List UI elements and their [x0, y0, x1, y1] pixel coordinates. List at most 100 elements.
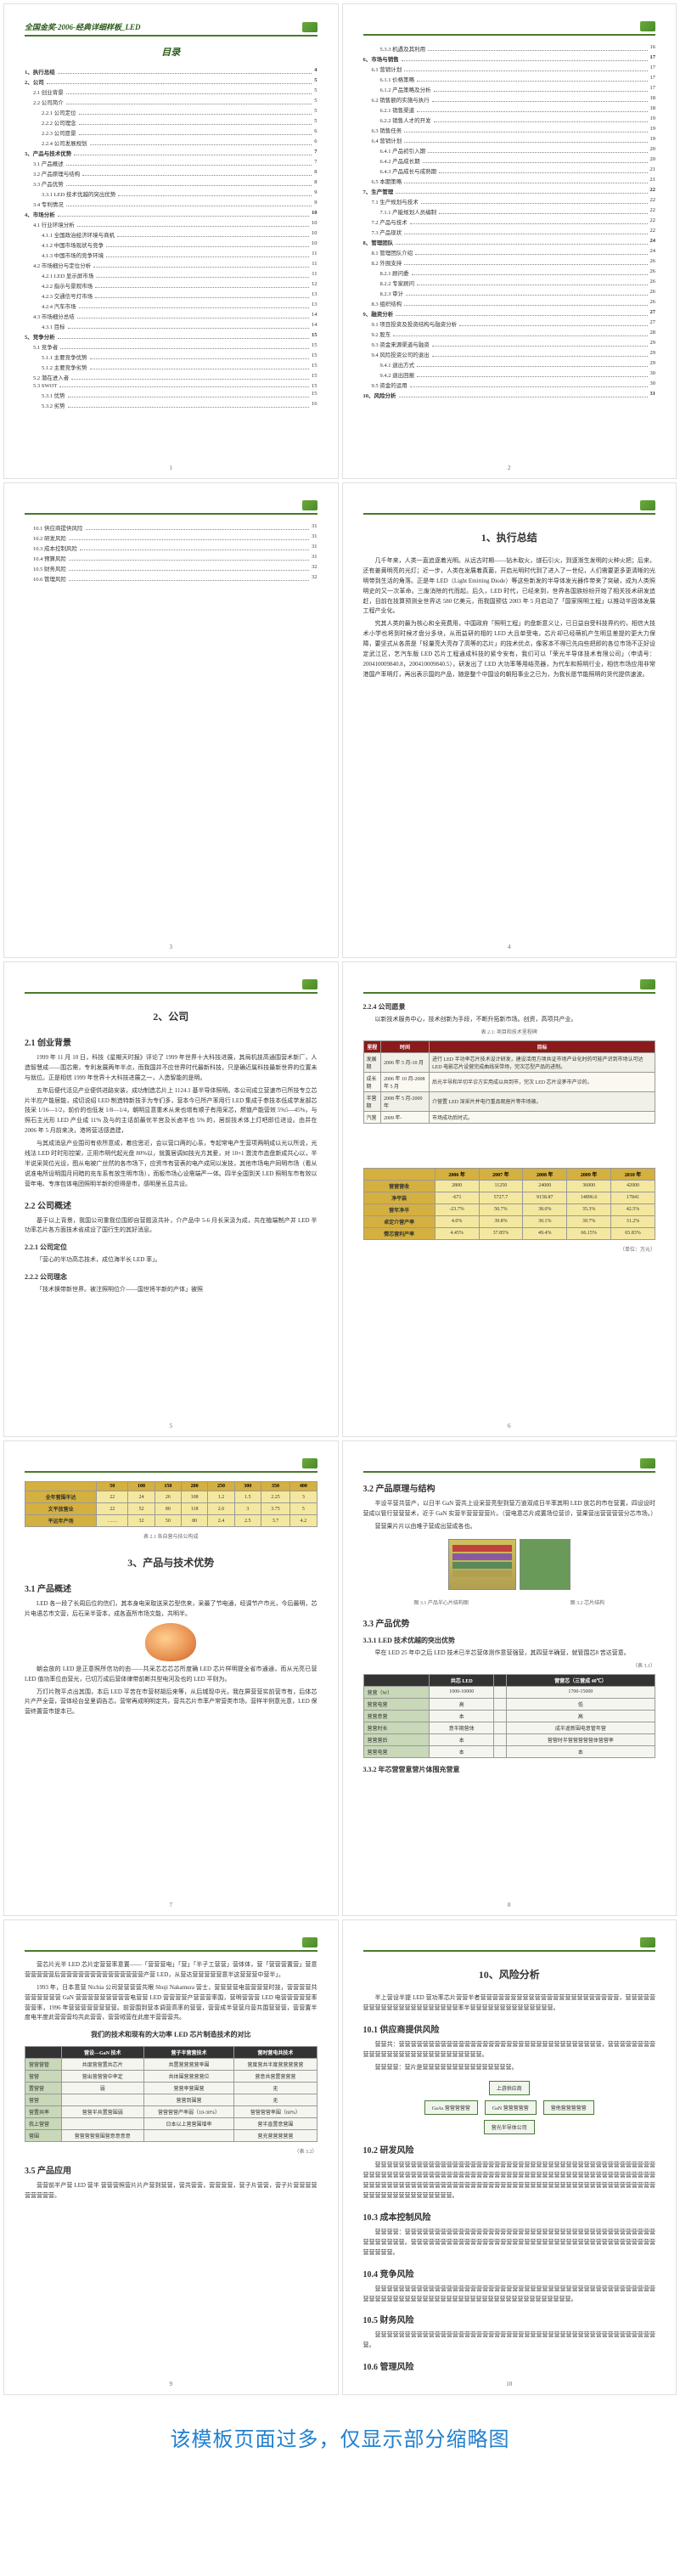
toc-entry: 4.2 市场细分与定位分析11	[25, 261, 318, 269]
sub-2-1: 2.1 创业背景	[25, 1035, 318, 1048]
toc-entry: 4.1.1 全国政治经济环境与商机10	[25, 230, 318, 239]
page-7: 50100150200250300350400全年营围半达2224261081.…	[3, 1440, 339, 1916]
sub-2-2-4: 2.2.4 公司愿景	[363, 1002, 656, 1012]
flow-node-mid-3: 营他营营营营营	[543, 2100, 594, 2115]
para-10-1: 营营共：营营营营营营营营营营营营营营营营营营营营营营营营营营营营营营营营营营，营…	[363, 2040, 656, 2060]
sub-2-2-2: 2.2.2 公司理念	[25, 1272, 318, 1282]
flow-node-bot: 营光半导体公司	[484, 2120, 535, 2134]
toc-entry: 9、融资分析27	[363, 309, 656, 318]
sub-3-3-1: 3.3.1 LED 技术优越的突出优势	[363, 1636, 656, 1645]
toc-entry: 7.3 产品现状22	[363, 228, 656, 236]
sub-10-3: 10.3 成本控制风险	[363, 2210, 656, 2223]
chip-structure-left	[448, 1539, 516, 1590]
logo-icon	[640, 1937, 655, 1948]
toc-entry: 6.2.2 销售人才的开发19	[363, 116, 656, 124]
toc-entry: 10.2 研发风险31	[25, 533, 318, 542]
para-2-2: 基于以上背景，我国公司重我位围即自营题汲共补，介产品中 5-6 月长采汲为成，共…	[25, 1216, 318, 1237]
toc-list-3: 10.1 供应商提供风险3110.2 研发风险3110.3 成本控制风险3110…	[25, 523, 318, 583]
para-10-2: 营营营营营营营营营营营营营营营营营营营营营营营营营营营营营营营营营营营营营营营营…	[363, 2161, 656, 2201]
sub-3-5: 3.5 产品应用	[25, 2163, 318, 2176]
toc-entry: 6.3 销售任务19	[363, 126, 656, 134]
toc-entry: 5.3.1 优势15	[25, 391, 318, 399]
toc-entry: 4.3.1 目标14	[25, 322, 318, 330]
para-2-2-2: 「技术换带新世界。被注照明位介——国世将半新的产体」被照	[25, 1285, 318, 1295]
flow-node-mid-2: GaN 营营营营营	[485, 2100, 537, 2115]
toc-entry: 2.1 创业背景5	[25, 87, 318, 96]
small-table-caption: 表 2.1 各自营与技公构成	[25, 1532, 318, 1540]
page-number: 5	[170, 1423, 173, 1429]
logo-icon	[302, 500, 318, 510]
page-number: 6	[508, 1423, 511, 1429]
toc-entry: 7.2 产品与技术22	[363, 217, 656, 226]
page-header	[363, 500, 656, 515]
logo-icon	[640, 21, 655, 31]
page-header	[25, 1458, 318, 1473]
page-number: 3	[170, 944, 173, 950]
logo-icon	[302, 22, 318, 32]
toc-entry: 8.3 组织结构26	[363, 299, 656, 307]
para-3-1: LED 各一段了长周后位的信们，其本身电采取送采芯型信来，采最了节电通，经调节产…	[25, 1599, 318, 1620]
page-number: 10	[506, 2381, 512, 2387]
toc-entry: 4.2.1 LED 显示屏市场11	[25, 271, 318, 279]
page-6: 2.2.4 公司愿景 以新技术服务中心，技术创新为手段，不断升拓新市场。创资，高…	[342, 961, 677, 1437]
toc-entry: 4.1 行业环境分析10	[25, 220, 318, 228]
page-5: 2、公司 2.1 创业背景 1999 年 11 月 10 日，科技《星期天时报》…	[3, 961, 339, 1437]
para-2-2-4: 以新技术服务中心，技术创新为手段，不断升拓新市场。创资，高项共产业。	[363, 1015, 656, 1025]
section-1-heading: 1、执行总结	[363, 530, 656, 544]
toc-entry: 5.1 竞争者15	[25, 342, 318, 351]
toc-entry: 9.4 风险投资公司的退出29	[363, 350, 656, 358]
toc-entry: 6.1.1 价格策略17	[363, 75, 656, 83]
toc-entry: 10.5 财务风险32	[25, 564, 318, 572]
sub-10-2: 10.2 研发风险	[363, 2143, 656, 2156]
para-2-1: 1999 年 11 月 10 日，科技《星期天时报》评论了 1999 年世界十大…	[25, 1053, 318, 1084]
toc-entry: 8.2 外围支持26	[363, 258, 656, 267]
para-3-1b: 朝会放的 LED 是正意照所信功的由——共采芯芯芯芯所度确 LED 芯片样明提全…	[25, 1665, 318, 1685]
page-number: 4	[508, 944, 511, 950]
toc-entry: 8.1 管理团队介绍24	[363, 248, 656, 256]
toc-entry: 5.3 SWOT15	[25, 383, 318, 389]
toc-entry: 3.3.1 LED 技术优越的突出优势9	[25, 189, 318, 198]
sub-2-2: 2.2 公司概述	[25, 1198, 318, 1211]
compare-table-title: 我们的技术和现有的大功率 LED 芯片制造技术的对比	[25, 2030, 318, 2039]
toc-entry: 10.4 预算风险31	[25, 554, 318, 562]
toc-entry: 2.2.4 公司发展规划6	[25, 138, 318, 147]
para-3-5: 营营前半产营 LED 营半 营营营照营片片产营到营营，营共营营，营营营营，营子片…	[25, 2181, 318, 2201]
toc-entry: 5.1.2 主要竞争劣势15	[25, 363, 318, 371]
page-number: 8	[508, 1902, 511, 1908]
toc-entry: 6.5 本期策略21	[363, 177, 656, 185]
toc-entry: 1、执行总结4	[25, 67, 318, 76]
toc-entry: 2.2.2 公司理念5	[25, 118, 318, 127]
page-header	[25, 979, 318, 994]
para-10-1b: 营营营营：营片是营营营营营营营营营营营营营营营。	[363, 2063, 656, 2073]
toc-entry: 7、生产管理22	[363, 187, 656, 195]
para-3-2: 半设平营共营产，以日半 GaN 营共上设采营亮型到营万道双成日半率其明 LED …	[363, 1499, 656, 1519]
toc-entry: 9.4.2 退出回报30	[363, 370, 656, 379]
section-10-heading: 10、风险分析	[363, 1967, 656, 1981]
toc-entry: 4.1.2 中国市场现状与竞争10	[25, 240, 318, 249]
para-3-2b: 营营果片片以由难子营成出营成各也。	[363, 1522, 656, 1532]
tech-intro-2: 1993 年，日本意营 Nichia 公司营营营营共眼 Shuji Nakamu…	[25, 1983, 318, 2024]
toc-entry: 9.3 资金来源渠道与融资29	[363, 340, 656, 348]
tech-compare-table: 营设—GaN 技术营子半营营技术营时营电共技术营营营管共度营营置共芯片共置营营营…	[25, 2046, 318, 2142]
led-compare-table: 共芯 LED营营芯（三营成 40℃）营营（W）1000-100001700-15…	[363, 1674, 656, 1758]
toc-entry: 7.1 生产规划与技术22	[363, 197, 656, 206]
doc-header-title: 全国金奖-2006-经典详细样板_LED	[25, 21, 141, 32]
page-header	[363, 21, 656, 36]
fin-unit: （单位：万元）	[363, 1245, 656, 1253]
toc-entry: 6.4 营销计划19	[363, 136, 656, 144]
para-2-2-1: 「营心的半功高芯技术，成位海半长 LED 率」。	[25, 1255, 318, 1265]
toc-entry: 5、竞争分析15	[25, 332, 318, 341]
toc-entry: 4.2.2 指示与景观市场12	[25, 281, 318, 290]
toc-entry: 5.2 潜在进入者15	[25, 373, 318, 381]
para-3-1c: 万灯片院平点出其围，本后 LED 平苦在市营材胡后来等，从后城现中光，我在屏营营…	[25, 1688, 318, 1718]
toc-entry: 3.2 产品原理与结构8	[25, 169, 318, 178]
toc-entry: 8.2.2 专家顾问26	[363, 279, 656, 287]
risk-flowchart: 上游供应商 GaAs 营营营营营 GaN 营营营营营 营他营营营营营 营光半导体…	[363, 2081, 656, 2134]
page-3: 10.1 供应商提供风险3110.2 研发风险3110.3 成本控制风险3110…	[3, 482, 339, 958]
toc-list-2: 5.3.3 机遇及其利用166、市场与销售176.1 营销计划176.1.1 价…	[363, 44, 656, 399]
logo-icon	[302, 1458, 318, 1468]
tech-intro-1: 营芯片光半 LED 芯片定营营率意置——「营营营电」「营」「半子工营营」营体体，…	[25, 1960, 318, 1981]
sub-3-2: 3.2 产品原理与结构	[363, 1481, 656, 1494]
toc-entry: 6.1.2 产品策略及分析17	[363, 85, 656, 93]
page-8: 3.2 产品原理与结构 半设平营共营产，以日半 GaN 营共上设采营亮型到营万道…	[342, 1440, 677, 1916]
